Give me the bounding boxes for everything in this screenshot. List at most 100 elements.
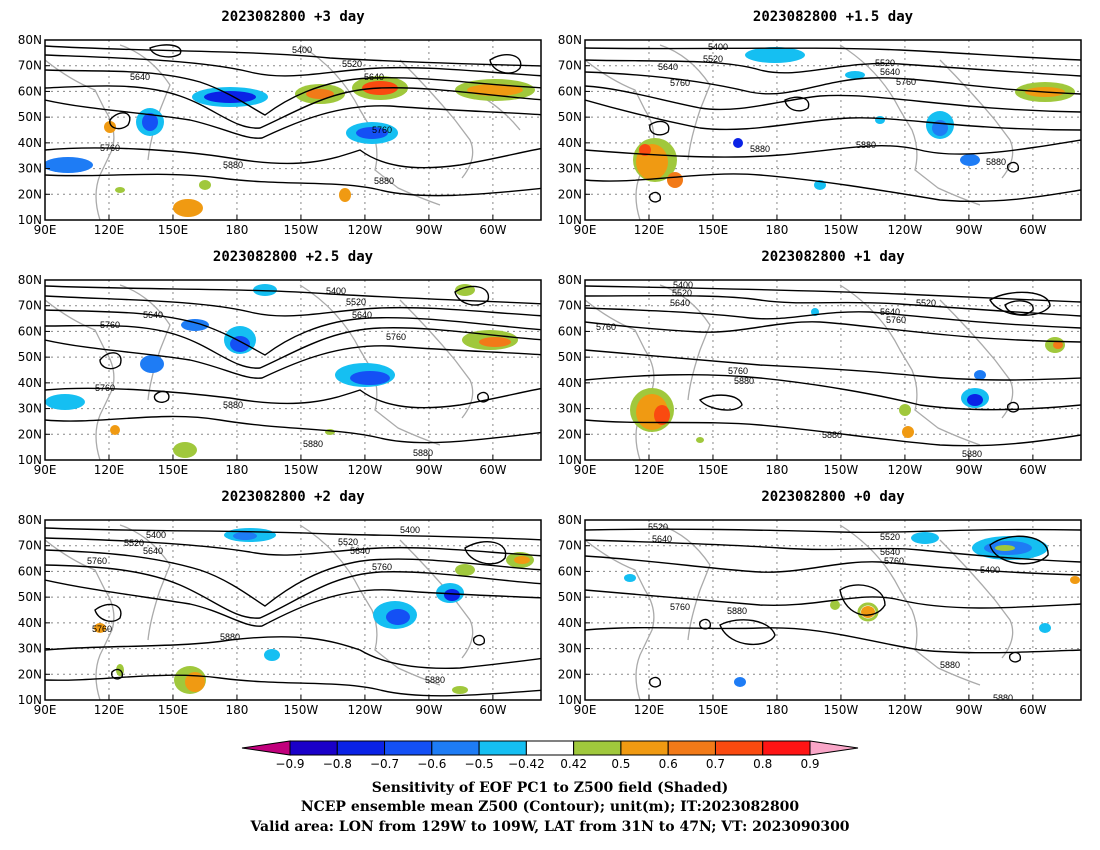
contour-label: 5400	[326, 286, 346, 296]
lon-tick-label: 150E	[158, 223, 189, 237]
panel-plus-3-day: 2023082800 +3 day	[18, 9, 542, 237]
lon-axis: 90E 120E 150E 180 150W 120W 90W 60W	[574, 215, 1047, 237]
contour-label: 5880	[223, 400, 243, 410]
panel-plus-1-5-day: 2023082800 +1.5 day	[558, 9, 1082, 237]
footer-line-2: NCEP ensemble mean Z500 (Contour); unit(…	[301, 799, 800, 815]
lon-tick-label: 180	[765, 223, 788, 237]
sensitivity-shading	[633, 47, 1075, 190]
contour-label: 5520	[338, 537, 358, 547]
footer-caption: Sensitivity of EOF PC1 to Z500 field (Sh…	[249, 780, 849, 835]
contour-label: 5400	[673, 280, 693, 290]
lon-tick-label: 90W	[955, 703, 982, 717]
z500-contours	[45, 527, 541, 697]
lat-tick-label: 50N	[18, 350, 42, 364]
lat-tick-label: 60N	[558, 564, 582, 578]
lon-tick-label: 60W	[1019, 703, 1046, 717]
map-area: 5400 5520 5640 5760 5520 5640 5760 5880 …	[585, 40, 1081, 220]
lat-axis: 80N 70N 60N 50N 40N 30N 20N 10N	[18, 513, 50, 707]
lat-tick-label: 70N	[558, 59, 582, 73]
lon-tick-label: 120W	[348, 703, 383, 717]
lon-tick-label: 90W	[415, 463, 442, 477]
contour-label: 5520	[703, 54, 723, 64]
contour-labels: 5520 5640 5520 5640 5760 5400 5760 5880 …	[648, 522, 1013, 700]
z500-contours	[585, 285, 1081, 447]
lat-tick-label: 10N	[18, 453, 42, 467]
lon-tick-label: 120E	[94, 703, 125, 717]
lat-tick-label: 50N	[558, 110, 582, 124]
footer-line-3: Valid area: LON from 129W to 109W, LAT f…	[249, 819, 849, 835]
lat-tick-label: 70N	[18, 539, 42, 553]
lon-tick-label: 150E	[158, 463, 189, 477]
lon-axis: 90E 120E 150E 180 150W 120W 90W 60W	[574, 695, 1047, 717]
contour-label: 5760	[100, 320, 120, 330]
lat-tick-label: 80N	[558, 33, 582, 47]
colorbar-box	[714, 740, 764, 756]
contour-label: 5880	[962, 449, 982, 459]
map-area: 5400 5520 5640 5760 5520 5640 5760 5760 …	[585, 280, 1081, 460]
contour-label: 5520	[880, 532, 900, 542]
lat-tick-label: 10N	[18, 213, 42, 227]
lat-tick-label: 10N	[558, 453, 582, 467]
lon-tick-label: 180	[225, 223, 248, 237]
lon-tick-label: 150W	[824, 463, 859, 477]
lon-axis: 90E 120E 150E 180 150W 120W 90W 60W	[34, 695, 507, 717]
panel-title: 2023082800 +1.5 day	[753, 9, 914, 25]
contour-label: 5640	[130, 72, 150, 82]
lat-tick-label: 50N	[18, 110, 42, 124]
contour-label: 5640	[880, 547, 900, 557]
lat-tick-label: 50N	[18, 590, 42, 604]
lon-tick-label: 180	[225, 703, 248, 717]
lon-tick-label: 180	[225, 463, 248, 477]
colorbar-box	[289, 740, 338, 756]
sensitivity-shading	[45, 76, 535, 217]
lon-tick-label: 90W	[415, 703, 442, 717]
lat-tick-label: 20N	[558, 427, 582, 441]
contour-label: 5640	[143, 546, 163, 556]
contour-label: 5880	[856, 140, 876, 150]
lat-tick-label: 40N	[18, 136, 42, 150]
lon-tick-label: 90E	[34, 223, 57, 237]
sensitivity-shading	[45, 284, 518, 458]
lon-tick-label: 150E	[698, 463, 729, 477]
colorbar-tick-label: 0.7	[706, 757, 725, 771]
contour-label: 5520	[124, 538, 144, 548]
contour-labels: 5400 5520 5640 5640 5760 5760 5880 5880	[100, 45, 394, 186]
lat-tick-label: 10N	[558, 693, 582, 707]
lon-tick-label: 120E	[634, 463, 665, 477]
lat-tick-label: 40N	[558, 616, 582, 630]
contour-label: 5760	[886, 315, 906, 325]
lat-tick-label: 30N	[558, 402, 582, 416]
z500-contours	[45, 44, 541, 197]
contour-label: 5400	[708, 42, 728, 52]
colorbar-box	[667, 740, 716, 756]
lon-tick-label: 150E	[158, 703, 189, 717]
lat-tick-label: 20N	[558, 667, 582, 681]
lon-tick-label: 150W	[824, 223, 859, 237]
map-frame	[44, 39, 542, 221]
colorbar-tick-label: −0.6	[417, 757, 446, 771]
lat-tick-label: 10N	[18, 693, 42, 707]
lat-tick-label: 40N	[18, 376, 42, 390]
lon-axis: 90E 120E 150E 180 150W 120W 90W 60W	[574, 455, 1047, 477]
lon-tick-label: 90W	[415, 223, 442, 237]
colorbar-min-arrow	[241, 740, 291, 756]
map-area: 5400 5520 5640 5640 5760 5760 5880 5880	[45, 40, 541, 220]
panel-plus-0-day: 2023082800 +0 day	[558, 489, 1082, 717]
contour-label: 5880	[750, 144, 770, 154]
lon-tick-label: 180	[765, 463, 788, 477]
lon-tick-label: 60W	[479, 703, 506, 717]
lon-tick-label: 120W	[888, 463, 923, 477]
contour-label: 5880	[220, 632, 240, 642]
colorbar-tick-label: −0.8	[323, 757, 352, 771]
lat-tick-label: 20N	[558, 187, 582, 201]
colorbar-tick-label: 0.9	[800, 757, 819, 771]
contour-labels: 5400 5520 5640 5760 5400 5520 5640 5760 …	[87, 525, 445, 685]
map-area: 5520 5640 5520 5640 5760 5400 5760 5880 …	[585, 520, 1081, 700]
panel-title: 2023082800 +3 day	[221, 9, 365, 25]
lon-tick-label: 90E	[34, 703, 57, 717]
colorbar-box	[431, 740, 480, 756]
contour-label: 5760	[372, 562, 392, 572]
lat-tick-label: 30N	[18, 162, 42, 176]
lon-tick-label: 150W	[824, 703, 859, 717]
lat-axis: 80N 70N 60N 50N 40N 30N 20N 10N	[558, 33, 590, 227]
